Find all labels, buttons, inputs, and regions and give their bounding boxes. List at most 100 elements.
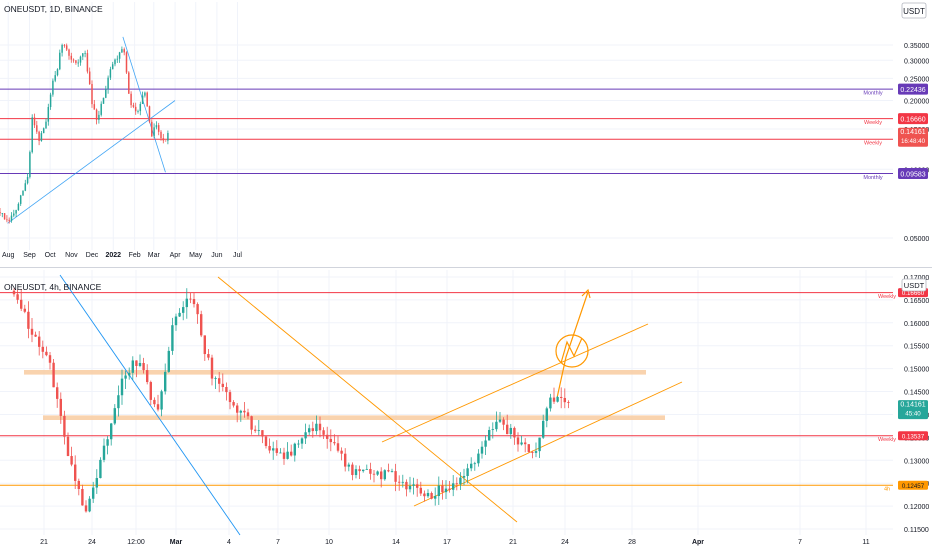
bottom-level-price-tag: 0.13537 <box>902 433 925 440</box>
top-level-label: Weekly <box>864 120 882 126</box>
top-rising-trendline[interactable] <box>7 100 176 224</box>
candle-body <box>84 53 86 54</box>
candle-body <box>3 213 6 220</box>
candle-body <box>383 470 386 480</box>
candle-body <box>563 397 566 403</box>
candle-body <box>139 103 142 112</box>
bottom-current-price: 0.14161 <box>900 402 925 409</box>
candle-body <box>45 351 48 356</box>
candle-body <box>1 213 4 214</box>
bottom-breakout-circle[interactable] <box>555 334 589 368</box>
candle-body <box>524 442 527 445</box>
candle-body <box>210 357 214 379</box>
candle-body <box>8 219 10 221</box>
candle-body <box>153 399 156 405</box>
top-falling-trendline[interactable] <box>122 36 166 173</box>
bottom-x-tick-label: 10 <box>325 539 333 546</box>
candle-body <box>10 215 13 221</box>
candle-body <box>264 436 268 446</box>
top-y-tick-label: 0.30000 <box>904 58 929 65</box>
candle-body <box>132 105 135 107</box>
candle-body <box>66 436 70 457</box>
candle-body <box>162 138 165 141</box>
top-x-tick-label: 2022 <box>106 252 122 259</box>
candle-body <box>196 304 199 315</box>
bottom-x-tick-label: 7 <box>276 539 280 546</box>
candle-body <box>365 468 368 470</box>
top-currency-button[interactable]: USDT <box>901 2 927 19</box>
bottom-currency-button[interactable]: USDT <box>901 278 927 292</box>
candle-body <box>23 308 26 312</box>
candle-body <box>137 111 139 112</box>
candle-body <box>344 453 347 467</box>
candle-body <box>444 488 448 493</box>
candle-body <box>38 336 41 347</box>
candle-body <box>275 448 278 453</box>
candle-body <box>509 427 512 435</box>
candle-body <box>326 434 329 439</box>
top-y-tick-label: 0.20000 <box>904 99 929 106</box>
candle-body <box>254 429 257 431</box>
top-x-tick-label: Feb <box>129 252 141 259</box>
candle-body <box>160 391 163 410</box>
candle-body <box>455 483 458 485</box>
candle-body <box>513 427 516 438</box>
candle-body <box>246 412 250 417</box>
candle-body <box>394 471 397 482</box>
top-x-tick-label: Aug <box>2 252 15 259</box>
candle-body <box>315 423 318 432</box>
candle-body <box>22 190 24 196</box>
candle-body <box>111 64 114 70</box>
candle-body <box>466 468 469 476</box>
candle-body <box>30 328 34 335</box>
candle-body <box>47 107 50 122</box>
candle-body <box>63 415 66 437</box>
candle-body <box>336 443 340 451</box>
bottom-y-tick-label: 0.14500 <box>904 390 929 397</box>
top-x-tick-label: Dec <box>86 252 99 259</box>
candle-body <box>70 456 73 465</box>
candle-body <box>473 463 476 465</box>
candle-body <box>459 477 462 485</box>
candle-body <box>75 60 77 63</box>
candle-body <box>102 97 105 104</box>
candle-body <box>56 69 59 76</box>
candle-body <box>72 59 75 61</box>
candle-body <box>452 483 455 490</box>
bottom-price-axis: 0.17000 0.16500 0.16000 0.15500 0.15000 0.145… <box>898 275 929 534</box>
candle-body <box>322 430 325 435</box>
candle-body <box>398 481 401 483</box>
candle-body <box>239 410 242 413</box>
candle-body <box>279 452 282 454</box>
bottom-channel-lower[interactable] <box>413 381 683 507</box>
candle-body <box>182 307 185 313</box>
candle-body <box>520 442 523 445</box>
top-candles <box>0 43 169 224</box>
bottom-y-tick-label: 0.12000 <box>904 504 929 511</box>
bottom-falling-trendline-blue[interactable] <box>59 274 241 536</box>
candle-body <box>498 419 502 422</box>
candle-body <box>6 219 8 221</box>
candle-body <box>93 104 96 110</box>
candle-body <box>488 430 491 441</box>
bottom-x-tick-label: 24 <box>561 539 569 546</box>
bottom-projection-arrow[interactable] <box>556 291 589 399</box>
candle-body <box>131 360 134 373</box>
candle-body <box>329 438 332 443</box>
top-level-price-tag-bg <box>898 168 928 179</box>
candle-body <box>268 445 271 451</box>
candle-body <box>257 430 260 431</box>
candle-body <box>311 428 314 432</box>
bottom-x-tick-label: 28 <box>628 539 636 546</box>
top-level-price-tag: 0.16660 <box>900 117 925 124</box>
top-chart-panel: Monthly Weekly Weekly Monthly 0.35000 0.3000… <box>0 2 929 259</box>
bottom-channel-upper[interactable] <box>381 323 649 443</box>
candle-body <box>86 53 89 72</box>
top-x-tick-label: Apr <box>170 252 182 259</box>
bottom-drawings: Weekly Weekly 4h <box>0 274 896 536</box>
candle-body <box>121 49 123 53</box>
candle-body <box>99 459 102 479</box>
candle-body <box>419 487 422 494</box>
candle-body <box>516 437 520 445</box>
bottom-supply-zone[interactable] <box>43 415 665 420</box>
